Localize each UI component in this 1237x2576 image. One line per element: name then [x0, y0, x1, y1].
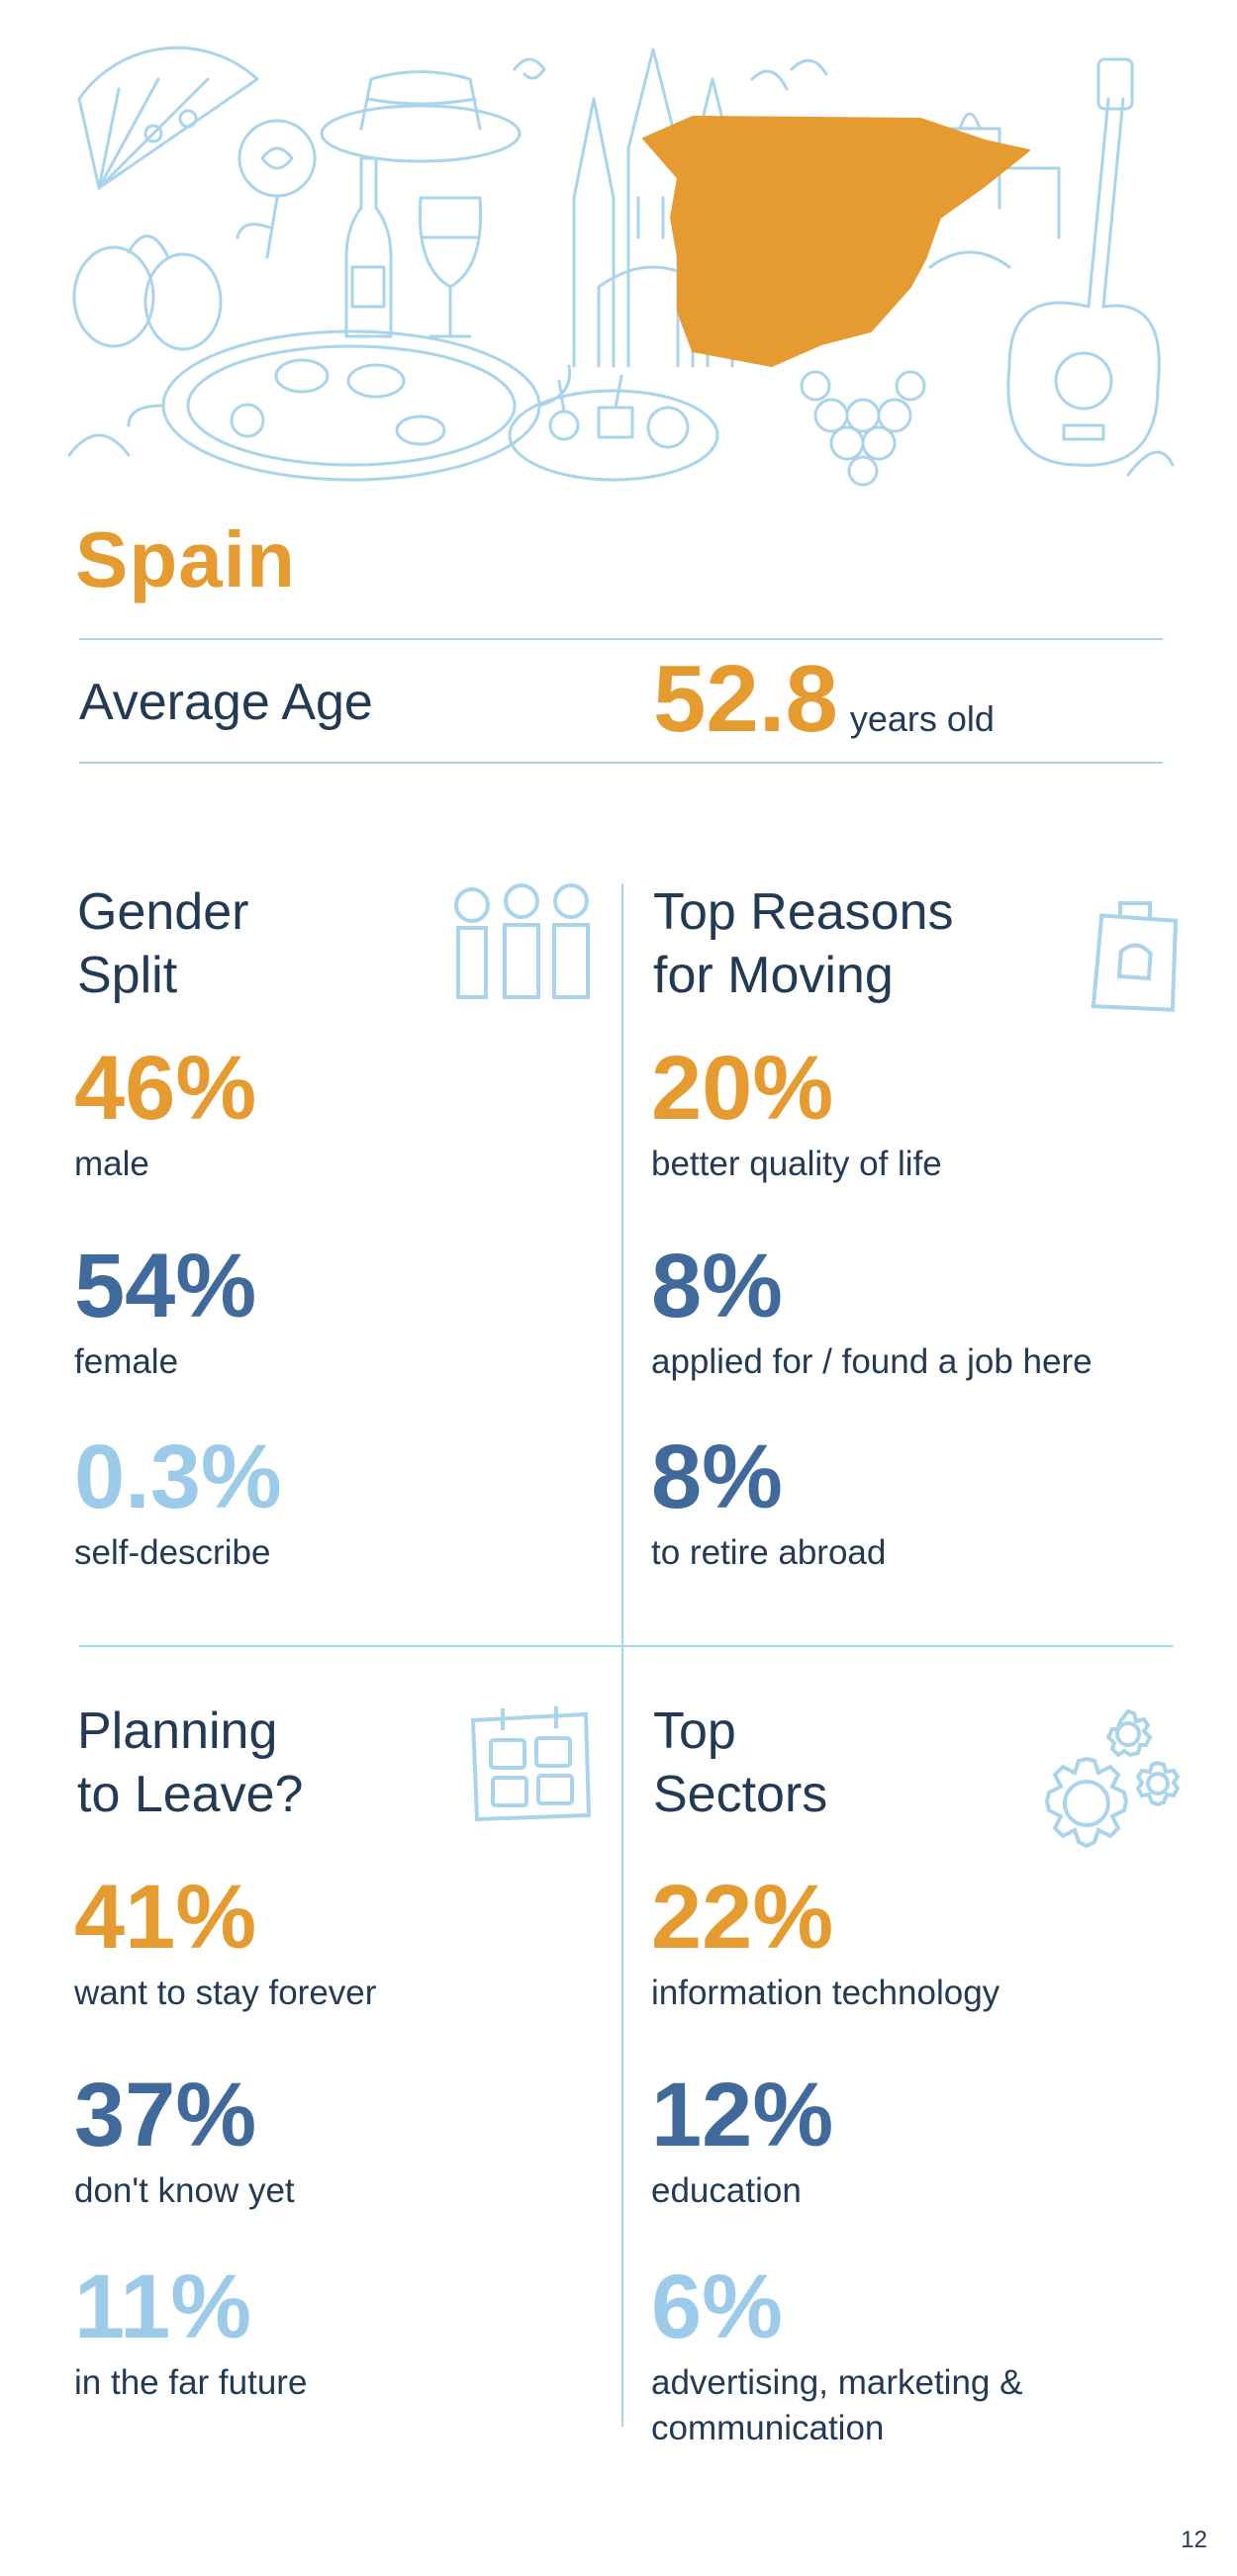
- column-divider: [621, 883, 623, 1645]
- divider-line: [79, 638, 1163, 640]
- average-age-value-group: 52.8 years old: [653, 645, 995, 754]
- gender-female-stat: 54% female: [74, 1236, 257, 1381]
- divider-line: [79, 762, 1163, 764]
- sector-advertising-stat: 6% advertising, marketing & communicatio…: [651, 2256, 1023, 2447]
- gears-icon: [1044, 1708, 1181, 1849]
- spain-illustration: [67, 46, 1175, 487]
- average-age-unit: years old: [849, 698, 995, 739]
- wine-glass-icon: [418, 196, 483, 338]
- gender-split-title: Gender Split: [77, 883, 249, 1004]
- gender-male-stat: 46% male: [74, 1038, 257, 1183]
- people-icon: [454, 883, 590, 999]
- grapes-icon: [800, 370, 926, 487]
- country-title: Spain: [75, 515, 296, 603]
- rose-icon: [236, 119, 317, 259]
- fan-icon: [77, 46, 259, 190]
- leave-stay-forever-stat: 41% want to stay forever: [74, 1867, 377, 2012]
- paella-icon: [127, 329, 572, 482]
- tapas-icon: [508, 374, 719, 482]
- gender-self-describe-stat: 0.3% self-describe: [74, 1426, 282, 1572]
- reason-quality-of-life-stat: 20% better quality of life: [651, 1038, 942, 1183]
- sector-it-stat: 22% information technology: [651, 1867, 1000, 2012]
- shopping-bag-icon: [1091, 901, 1179, 1012]
- section-divider: [79, 1645, 1173, 1647]
- leave-far-future-stat: 11% in the far future: [74, 2256, 308, 2402]
- reason-retire-stat: 8% to retire abroad: [651, 1426, 887, 1572]
- column-divider: [621, 1645, 623, 2427]
- leave-dont-know-stat: 37% don't know yet: [74, 2065, 295, 2210]
- reason-job-stat: 8% applied for / found a job here: [651, 1236, 1093, 1381]
- castanets-icon: [72, 234, 223, 351]
- planning-to-leave-title: Planning to Leave?: [77, 1702, 304, 1823]
- page-number: 12: [1181, 2527, 1207, 2553]
- average-age-label: Average Age: [79, 674, 373, 731]
- guitar-icon: [1006, 57, 1161, 467]
- hat-icon: [320, 70, 522, 163]
- calendar-icon: [470, 1706, 592, 1822]
- wine-bottle-icon: [344, 156, 393, 338]
- top-sectors-title: Top Sectors: [653, 1702, 828, 1823]
- top-reasons-title: Top Reasons for Moving: [653, 883, 954, 1004]
- spain-map: [642, 116, 1030, 367]
- sector-education-stat: 12% education: [651, 2065, 834, 2210]
- average-age-value: 52.8: [653, 646, 838, 752]
